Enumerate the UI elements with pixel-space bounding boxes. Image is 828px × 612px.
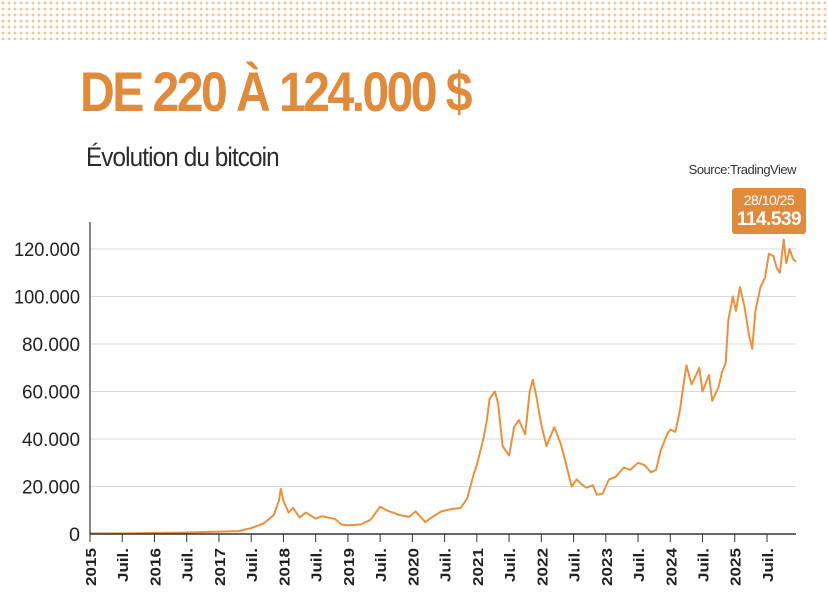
x-tick-label: 2021 [470, 548, 487, 586]
headline: DE 220 À 124.000 $ [80, 60, 473, 123]
subtitle: Évolution du bitcoin [86, 142, 280, 172]
x-tick-label: 2024 [663, 547, 680, 586]
x-tick-label: 2016 [147, 548, 164, 586]
y-tick-label: 20.000 [22, 478, 80, 499]
x-tick-label: 2017 [212, 548, 229, 586]
x-tick-label: 2018 [276, 548, 293, 586]
y-tick-label: 40.000 [22, 430, 80, 451]
x-tick-label: 2020 [405, 548, 422, 586]
y-tick-label: 100.000 [14, 288, 80, 309]
callout-value: 114.539 [736, 209, 802, 230]
x-tick-label: 2025 [728, 548, 745, 586]
x-tick-label: 2022 [534, 548, 551, 586]
dotted-header-band [0, 0, 828, 40]
x-tick-label: Juil. [567, 548, 584, 582]
x-tick-label: Juil. [760, 548, 777, 582]
x-tick-label: Juil. [309, 548, 326, 582]
y-tick-label: 120.000 [14, 240, 80, 261]
x-tick-label: Juil. [631, 548, 648, 582]
y-tick-label: 60.000 [22, 383, 80, 404]
y-tick-label: 80.000 [22, 335, 80, 356]
x-tick-label: Juil. [502, 548, 519, 582]
x-tick-label: 2023 [599, 548, 616, 586]
x-tick-label: Juil. [438, 548, 455, 582]
y-tick-label: 0 [69, 525, 80, 546]
x-tick-label: Juil. [244, 548, 261, 582]
x-tick-label: Juil. [115, 548, 132, 582]
x-tick-label: Juil. [180, 548, 197, 582]
source-label: Source:TradingView [688, 162, 797, 177]
callout-date: 28/10/25 [743, 192, 795, 208]
x-tick-label: 2015 [83, 548, 100, 586]
x-tick-label: Juil. [696, 548, 713, 582]
price-line [89, 238, 797, 535]
last-value-callout: 28/10/25 114.539 [732, 188, 806, 234]
x-tick-label: Juil. [373, 548, 390, 582]
x-tick-label: 2019 [341, 548, 358, 586]
